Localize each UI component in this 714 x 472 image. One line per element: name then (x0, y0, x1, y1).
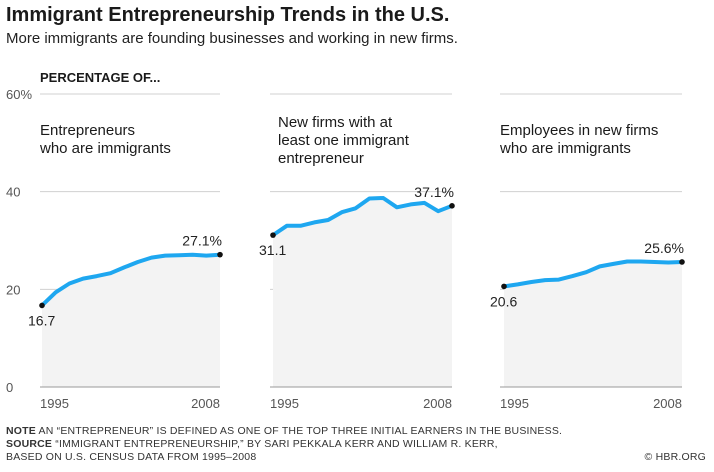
end-point (449, 203, 455, 209)
area-fill (273, 198, 452, 387)
panel-label: entrepreneur (278, 150, 364, 167)
series-line (502, 259, 684, 289)
panel-label: who are immigrants (39, 140, 171, 157)
chart-canvas: PERCENTAGE OF... 0 20 40 60% 16.7 27.1% Entrepr… (6, 70, 685, 411)
start-value-label: 31.1 (259, 242, 286, 258)
source-line-2: BASED ON U.S. CENSUS DATA FROM 1995–2008 (6, 451, 257, 463)
end-point (217, 251, 223, 258)
note-label: NOTE (6, 425, 36, 437)
chart-subtitle: More immigrants are founding businesses … (6, 30, 458, 47)
area-fill (42, 254, 220, 387)
x-tick-label-start: 1995 (500, 396, 529, 411)
source-text-1: “IMMIGRANT ENTREPRENEURSHIP,” BY SARI PE… (55, 438, 498, 450)
series-line (40, 252, 222, 308)
start-value-label: 20.6 (490, 293, 517, 309)
chart-title: Immigrant Entrepreneurship Trends in the… (6, 4, 450, 26)
panel-label: Employees in new firms (500, 122, 658, 139)
panel-label: Entrepreneurs (40, 122, 135, 139)
start-point (501, 283, 507, 290)
end-value-label: 25.6% (644, 240, 684, 256)
credit: © HBR.ORG (644, 451, 706, 463)
panel-label: who are immigrants (499, 140, 631, 157)
end-value-label: 37.1% (414, 184, 454, 200)
end-point (679, 259, 685, 265)
start-point (270, 232, 276, 238)
note-line: NOTE AN “ENTREPRENEUR” IS DEFINED AS ONE… (6, 425, 562, 438)
y-tick-label: 0 (6, 380, 13, 395)
start-point (39, 302, 45, 309)
y-tick-label: 20 (6, 282, 20, 297)
note-text: AN “ENTREPRENEUR” IS DEFINED AS ONE OF T… (38, 425, 563, 437)
area-fill (504, 261, 682, 387)
x-tick-label-end: 2008 (653, 396, 682, 411)
panel-label: least one immigrant (278, 132, 410, 149)
x-tick-label-start: 1995 (40, 396, 69, 411)
x-tick-label-start: 1995 (270, 396, 299, 411)
end-value-label: 27.1% (182, 233, 222, 249)
x-tick-label-end: 2008 (423, 396, 452, 411)
start-value-label: 16.7 (28, 312, 55, 328)
chart-footer: NOTE AN “ENTREPRENEUR” IS DEFINED AS ONE… (6, 425, 562, 464)
y-tick-label: 60% (6, 87, 32, 102)
series-line (271, 196, 454, 238)
y-tick-label: 40 (6, 185, 20, 200)
source-line: SOURCE “IMMIGRANT ENTREPRENEURSHIP,” BY … (6, 438, 562, 451)
section-label: PERCENTAGE OF... (40, 70, 160, 85)
x-tick-label-end: 2008 (191, 396, 220, 411)
panel-label: New firms with at (278, 114, 393, 131)
source-label: SOURCE (6, 438, 53, 450)
